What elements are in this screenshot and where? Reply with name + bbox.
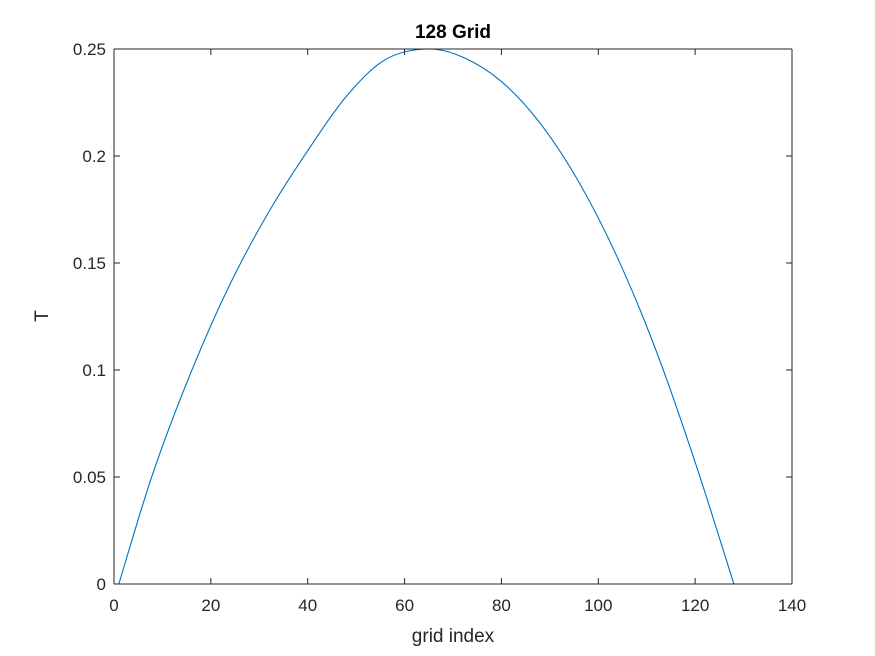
- x-tick-label: 0: [109, 596, 118, 615]
- x-axis-label: grid index: [412, 626, 495, 647]
- x-tick-label: 60: [395, 596, 414, 615]
- y-tick-label: 0.15: [73, 254, 106, 273]
- x-tick-label: 80: [492, 596, 511, 615]
- x-tick-label: 140: [778, 596, 806, 615]
- tick-labels-layer: 0 20 40 60 80 100 120 140 0 0.05 0.1 0.15 0.2 0.25: [73, 40, 806, 615]
- y-tick-label: 0: [97, 575, 106, 594]
- y-tick-label: 0.05: [73, 468, 106, 487]
- x-tick-label: 40: [298, 596, 317, 615]
- ticks-layer: [113, 48, 793, 585]
- chart-title: 128 Grid: [415, 22, 491, 43]
- axes-box: [114, 49, 792, 584]
- y-tick-label: 0.2: [82, 147, 106, 166]
- x-tick-label: 20: [201, 596, 220, 615]
- y-tick-label: 0.25: [73, 40, 106, 59]
- plot-area: [114, 49, 792, 584]
- axes-frame: [113, 48, 793, 585]
- y-tick-label: 0.1: [82, 361, 106, 380]
- x-tick-label: 120: [681, 596, 709, 615]
- x-tick-label: 100: [584, 596, 612, 615]
- y-axis-label: T: [32, 310, 53, 322]
